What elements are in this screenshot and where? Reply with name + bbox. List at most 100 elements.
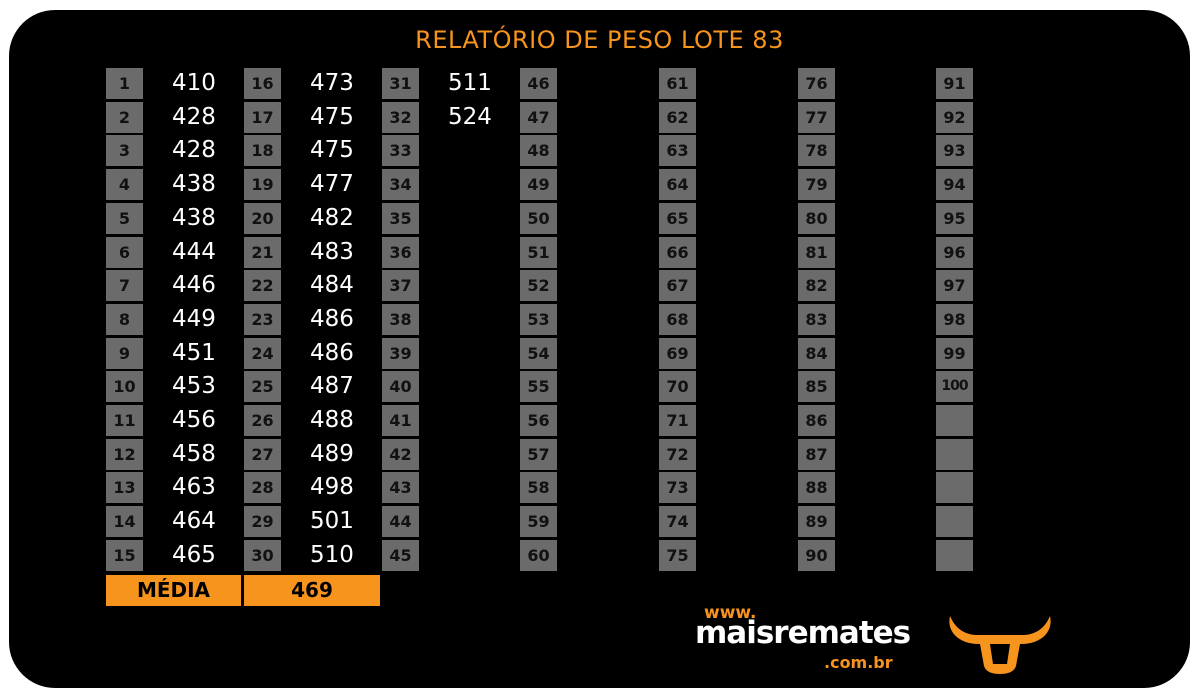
lot-number-cell: 64 <box>659 169 696 200</box>
weight-value: 446 <box>172 272 216 298</box>
lot-number-cell: 17 <box>244 102 281 133</box>
lot-number-cell: 65 <box>659 203 696 234</box>
lot-number-cell: 95 <box>936 203 973 234</box>
lot-number-cell: 61 <box>659 68 696 99</box>
lot-number-cell: 62 <box>659 102 696 133</box>
weight-value: 487 <box>310 373 354 399</box>
weight-value: 438 <box>172 171 216 197</box>
lot-number-cell: 3 <box>106 135 143 166</box>
lot-number-cell: 40 <box>382 371 419 402</box>
weight-value: 498 <box>310 474 354 500</box>
lot-number-cell: 14 <box>106 506 143 537</box>
weight-value: 477 <box>310 171 354 197</box>
weight-value: 486 <box>310 340 354 366</box>
lot-number-cell: 54 <box>520 338 557 369</box>
lot-number-cell: 8 <box>106 304 143 335</box>
lot-number-cell: 49 <box>520 169 557 200</box>
lot-number-cell: 86 <box>798 405 835 436</box>
lot-number-cell: 100 <box>936 371 973 402</box>
weight-value: 428 <box>172 104 216 130</box>
lot-number-cell: 32 <box>382 102 419 133</box>
weight-value: 482 <box>310 205 354 231</box>
weight-value: 488 <box>310 407 354 433</box>
lot-number-cell: 43 <box>382 472 419 503</box>
lot-number-cell: 81 <box>798 237 835 268</box>
lot-number-cell: 41 <box>382 405 419 436</box>
weight-value: 465 <box>172 542 216 568</box>
lot-number-cell: 85 <box>798 371 835 402</box>
logo-domain: .com.br <box>824 653 893 672</box>
weight-value: 444 <box>172 239 216 265</box>
weight-value: 484 <box>310 272 354 298</box>
lot-number-cell: 12 <box>106 439 143 470</box>
weight-value: 473 <box>310 70 354 96</box>
lot-number-cell: 48 <box>520 135 557 166</box>
lot-number-cell: 50 <box>520 203 557 234</box>
weight-value: 511 <box>448 70 492 96</box>
lot-number-cell: 18 <box>244 135 281 166</box>
lot-number-cell: 37 <box>382 270 419 301</box>
lot-number-cell: 45 <box>382 540 419 571</box>
lot-number-cell: 88 <box>798 472 835 503</box>
lot-number-cell: 70 <box>659 371 696 402</box>
lot-number-cell: 72 <box>659 439 696 470</box>
lot-number-cell: 94 <box>936 169 973 200</box>
lot-number-cell: 79 <box>798 169 835 200</box>
weight-value: 428 <box>172 137 216 163</box>
bull-head-icon <box>949 616 1051 674</box>
empty-cell <box>936 506 973 537</box>
lot-number-cell: 66 <box>659 237 696 268</box>
lot-number-cell: 83 <box>798 304 835 335</box>
weight-value: 451 <box>172 340 216 366</box>
weight-value: 483 <box>310 239 354 265</box>
lot-number-cell: 99 <box>936 338 973 369</box>
lot-number-cell: 82 <box>798 270 835 301</box>
lot-number-cell: 69 <box>659 338 696 369</box>
lot-number-cell: 36 <box>382 237 419 268</box>
lot-number-cell: 4 <box>106 169 143 200</box>
weight-value: 475 <box>310 137 354 163</box>
lot-number-cell: 27 <box>244 439 281 470</box>
lot-number-cell: 38 <box>382 304 419 335</box>
weight-value: 453 <box>172 373 216 399</box>
weight-value: 501 <box>310 508 354 534</box>
lot-number-cell: 9 <box>106 338 143 369</box>
report-title: RELATÓRIO DE PESO LOTE 83 <box>415 26 784 54</box>
lot-number-cell: 51 <box>520 237 557 268</box>
weight-value: 458 <box>172 441 216 467</box>
lot-number-cell: 97 <box>936 270 973 301</box>
lot-number-cell: 67 <box>659 270 696 301</box>
average-value: 469 <box>244 575 380 606</box>
weight-value: 456 <box>172 407 216 433</box>
weight-value: 449 <box>172 306 216 332</box>
lot-number-cell: 59 <box>520 506 557 537</box>
lot-number-cell: 29 <box>244 506 281 537</box>
weight-value: 524 <box>448 104 492 130</box>
lot-number-cell: 30 <box>244 540 281 571</box>
lot-number-cell: 52 <box>520 270 557 301</box>
lot-number-cell: 44 <box>382 506 419 537</box>
lot-number-cell: 33 <box>382 135 419 166</box>
lot-number-cell: 7 <box>106 270 143 301</box>
report-card: RELATÓRIO DE PESO LOTE 83 1 410 2 428 3 428 4 4… <box>9 10 1190 688</box>
weight-value: 464 <box>172 508 216 534</box>
lot-number-cell: 98 <box>936 304 973 335</box>
lot-number-cell: 25 <box>244 371 281 402</box>
weight-value: 438 <box>172 205 216 231</box>
lot-number-cell: 21 <box>244 237 281 268</box>
lot-number-cell: 78 <box>798 135 835 166</box>
logo-www: www. <box>704 603 757 623</box>
weight-value: 486 <box>310 306 354 332</box>
lot-number-cell: 55 <box>520 371 557 402</box>
lot-number-cell: 15 <box>106 540 143 571</box>
lot-number-cell: 6 <box>106 237 143 268</box>
lot-number-cell: 23 <box>244 304 281 335</box>
lot-number-cell: 35 <box>382 203 419 234</box>
lot-number-cell: 60 <box>520 540 557 571</box>
lot-number-cell: 77 <box>798 102 835 133</box>
weight-value: 410 <box>172 70 216 96</box>
logo-name: maisremates <box>695 615 911 651</box>
lot-number-cell: 34 <box>382 169 419 200</box>
lot-number-cell: 68 <box>659 304 696 335</box>
lot-number-cell: 42 <box>382 439 419 470</box>
